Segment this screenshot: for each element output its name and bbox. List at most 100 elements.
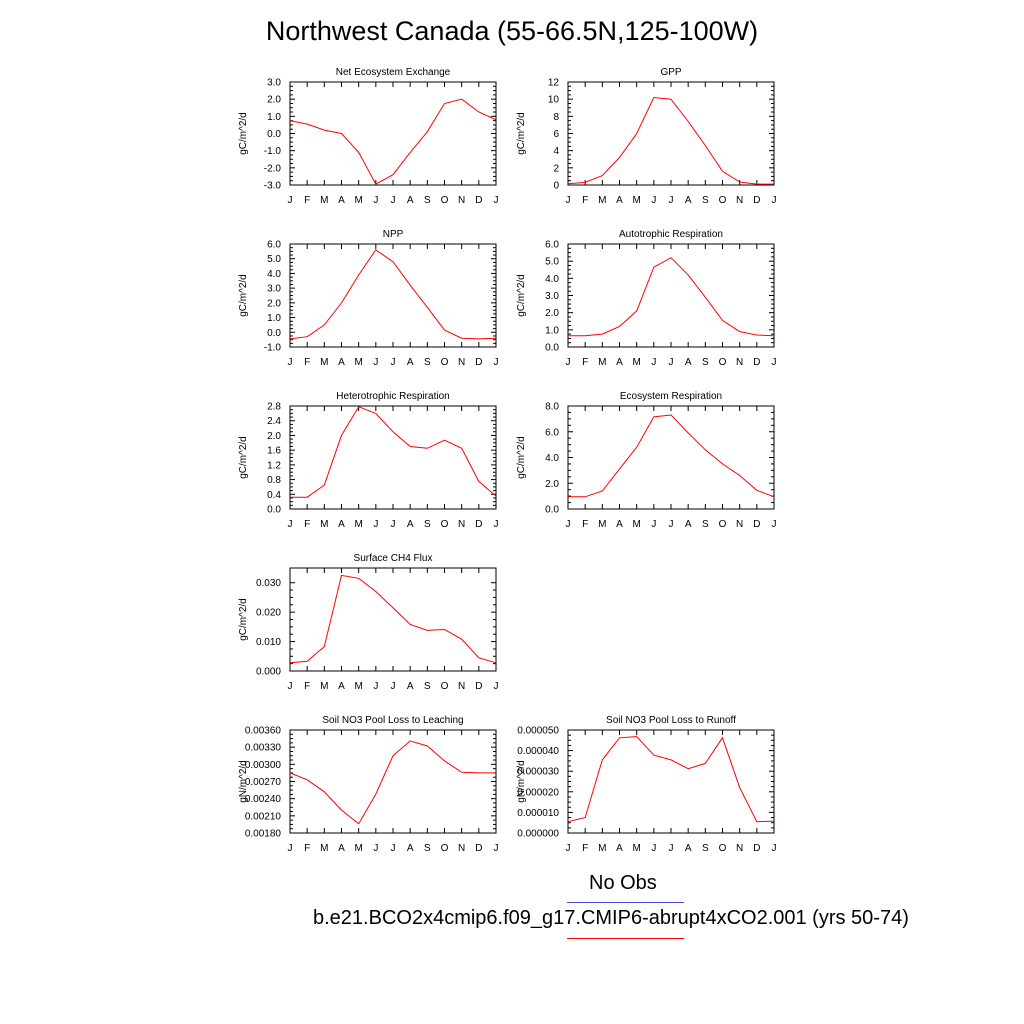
panel-5-xtick-label: J <box>391 519 396 530</box>
panel-7-ylabel: gC/m^2/d <box>238 598 249 641</box>
panel-6-ylabel: gC/m^2/d <box>516 436 527 479</box>
legend-obs-line <box>567 902 684 903</box>
panel-3-ytick-label: 4.0 <box>267 269 281 280</box>
panel-6-ytick-label: 6.0 <box>545 427 559 438</box>
panel-8-ytick-label: 0.00300 <box>245 760 282 771</box>
panel-8-xtick-label: S <box>424 843 431 854</box>
panel-7-xtick-label: A <box>338 681 345 692</box>
panel-6-ytick-label: 4.0 <box>545 453 559 464</box>
panel-3-xtick-label: D <box>475 357 482 368</box>
panel-9-xtick-label: A <box>616 843 623 854</box>
panel-9-xtick-label: M <box>632 843 640 854</box>
panel-2-xtick-label: A <box>616 195 623 206</box>
panel-5-xtick-label: A <box>407 519 414 530</box>
panel-9-xtick-label: J <box>566 843 571 854</box>
panel-7-xtick-label: J <box>494 681 499 692</box>
panel-5-ylabel: gC/m^2/d <box>238 436 249 479</box>
panel-2-xtick-label: A <box>685 195 692 206</box>
panel-3-xtick-label: J <box>494 357 499 368</box>
panel-8-ytick-label: 0.00360 <box>245 726 282 737</box>
panel-6-xtick-label: M <box>632 519 640 530</box>
panel-9-xtick-label: J <box>669 843 674 854</box>
panel-1-ytick-label: 3.0 <box>267 78 281 89</box>
panel-6-xtick-label: J <box>651 519 656 530</box>
panel-3-xtick-label: F <box>304 357 310 368</box>
panel-3-series-line <box>289 249 497 340</box>
panel-1-xtick-label: A <box>407 195 414 206</box>
panel-9-xtick-label: A <box>685 843 692 854</box>
panel-7-xtick-label: J <box>391 681 396 692</box>
panel-9-frame <box>567 729 775 834</box>
legend-obs-label: No Obs <box>589 872 657 894</box>
panel-6-ytick-label: 2.0 <box>545 479 559 490</box>
panel-2-ytick-label: 4 <box>553 146 559 157</box>
panel-8-ytick-label: 0.00240 <box>245 794 282 805</box>
panel-7-ytick-label: 0.030 <box>256 578 281 589</box>
panel-7-ytick-label: 0.020 <box>256 608 281 619</box>
panel-9-xtick-label: S <box>702 843 709 854</box>
panel-4-xtick-label: D <box>753 357 760 368</box>
panel-2-series-line <box>567 96 774 185</box>
panel-6-xtick-label: D <box>753 519 760 530</box>
panel-4-ytick-label: 3.0 <box>545 291 559 302</box>
panel-7-xtick-label: D <box>475 681 482 692</box>
panel-2-ytick-label: 12 <box>548 78 560 89</box>
panel-1-xtick-label: O <box>441 195 449 206</box>
panel-5-xtick-label: F <box>304 519 310 530</box>
panel-2-ytick-label: 8 <box>553 112 559 123</box>
panel-3-title: NPP <box>383 229 404 240</box>
panel-7-xtick-label: N <box>458 681 465 692</box>
panel-8-series-line <box>289 740 496 825</box>
panel-3-frame <box>289 243 497 348</box>
panel-2-xtick-label: N <box>736 195 743 206</box>
panel-2-ytick-label: 2 <box>553 163 559 174</box>
panel-6-xtick-label: A <box>685 519 692 530</box>
panel-4-xtick-label: S <box>702 357 709 368</box>
panel-4-ytick-label: 4.0 <box>545 274 559 285</box>
panel-5-ytick-label: 0.0 <box>267 505 281 516</box>
panel-7-ytick-label: 0.000 <box>256 667 281 678</box>
panel-3-ytick-label: 3.0 <box>267 284 281 295</box>
panel-6-ytick-label: 8.0 <box>545 402 559 413</box>
panel-9-ytick-label: 0.000000 <box>517 829 559 840</box>
panel-4-xtick-label: F <box>582 357 588 368</box>
panel-9-xtick-label: N <box>736 843 743 854</box>
panel-7-xtick-label: S <box>424 681 431 692</box>
panel-2-ytick-label: 6 <box>553 129 559 140</box>
panel-1-xtick-label: M <box>320 195 328 206</box>
panel-8-xtick-label: O <box>441 843 449 854</box>
panel-3-ytick-label: 5.0 <box>267 254 281 265</box>
panel-1-ytick-label: 0.0 <box>267 129 281 140</box>
panel-5-ytick-label: 0.8 <box>267 475 281 486</box>
panel-9-xtick-label: O <box>719 843 727 854</box>
panel-8-xtick-label: J <box>494 843 499 854</box>
panel-1-xtick-label: J <box>373 195 378 206</box>
panel-4-ytick-label: 0.0 <box>545 343 559 354</box>
panel-7-frame <box>289 567 497 672</box>
legend-model-line <box>567 938 684 939</box>
panel-6-ytick-label: 0.0 <box>545 505 559 516</box>
panel-4-ylabel: gC/m^2/d <box>516 274 527 317</box>
panel-2-xtick-label: S <box>702 195 709 206</box>
panel-3-xtick-label: S <box>424 357 431 368</box>
panel-4-xtick-label: J <box>772 357 777 368</box>
panel-7-xtick-label: M <box>354 681 362 692</box>
panel-8-xtick-label: J <box>391 843 396 854</box>
panel-4-xtick-label: J <box>669 357 674 368</box>
panel-8-title: Soil NO3 Pool Loss to Leaching <box>322 715 463 726</box>
panel-2-xtick-label: J <box>566 195 571 206</box>
panel-3-xtick-label: M <box>320 357 328 368</box>
panel-5-xtick-label: N <box>458 519 465 530</box>
panel-8-xtick-label: N <box>458 843 465 854</box>
panel-4-ytick-label: 5.0 <box>545 257 559 268</box>
panel-4-xtick-label: J <box>651 357 656 368</box>
panel-8-frame <box>289 729 497 834</box>
panel-9-ytick-label: 0.000040 <box>517 746 559 757</box>
panel-2-ytick-label: 0 <box>553 181 559 192</box>
panel-9-ytick-label: 0.000020 <box>517 787 559 798</box>
panel-6-xtick-label: J <box>772 519 777 530</box>
panel-1-xtick-label: M <box>354 195 362 206</box>
panel-1-xtick-label: J <box>288 195 293 206</box>
panel-9-xtick-label: J <box>651 843 656 854</box>
